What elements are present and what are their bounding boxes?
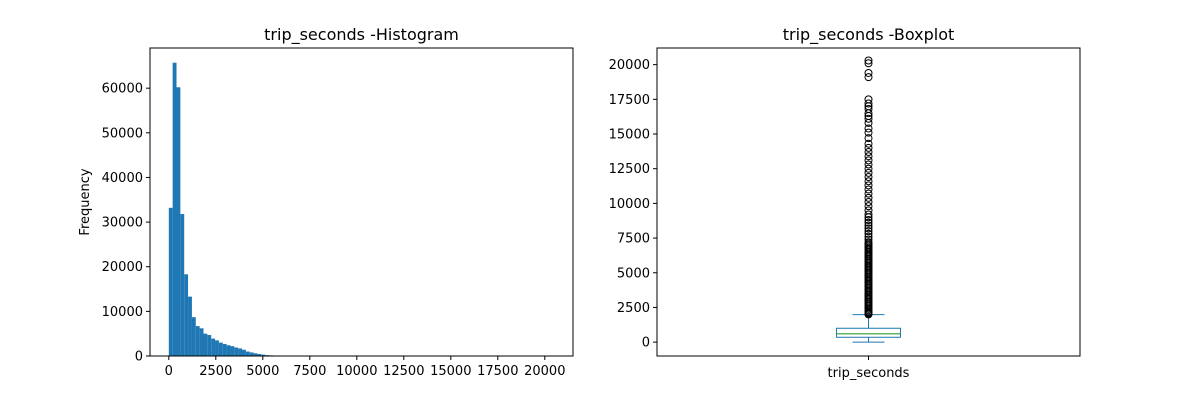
outlier-point [865, 96, 872, 103]
histogram-frame [150, 48, 573, 356]
histogram-bar [192, 317, 196, 356]
outlier-point [865, 194, 872, 201]
histogram-bar [238, 348, 242, 356]
outlier-point [865, 174, 872, 181]
x-tick-label: 0 [165, 364, 173, 379]
outlier-point [865, 186, 872, 193]
outlier-point [865, 169, 872, 176]
x-tick-label: 20000 [524, 364, 565, 379]
histogram-bar [234, 348, 238, 356]
x-tick-label: trip_seconds [828, 366, 910, 381]
histogram-bar [207, 335, 211, 356]
outlier-point [865, 157, 872, 164]
histogram-bar [227, 345, 231, 356]
histogram-bar [203, 334, 207, 356]
y-tick-label: 40000 [102, 171, 143, 186]
outlier-point [865, 165, 872, 172]
y-tick-label: 0 [135, 350, 143, 365]
histogram-bar [184, 274, 188, 356]
y-tick-label: 10000 [609, 197, 650, 212]
y-tick-label: 15000 [609, 128, 650, 143]
outlier-point [865, 203, 872, 210]
histogram-bar [219, 343, 223, 356]
x-tick-label: 7500 [293, 364, 326, 379]
y-tick-label: 12500 [609, 162, 650, 177]
y-axis-label: Frequency [78, 168, 93, 235]
histogram-bar [188, 297, 192, 356]
histogram-bar [246, 352, 250, 356]
histogram-panel: 0 2500 5000 7500 10000 12500 15000 17500 20000 0 1… [78, 25, 573, 379]
y-tick-label: 10000 [102, 305, 143, 320]
histogram-bar [230, 346, 234, 356]
outlier-point [865, 190, 872, 197]
x-tick-label: 12500 [383, 364, 424, 379]
outlier-point [865, 178, 872, 185]
histogram-title: trip_seconds -Histogram [264, 25, 459, 45]
histogram-bar [196, 326, 200, 356]
histogram-bar [223, 344, 227, 356]
outlier-point [865, 182, 872, 189]
outlier-point [865, 144, 872, 151]
y-tick-label: 0 [642, 336, 650, 351]
x-tick-label: 2500 [199, 364, 232, 379]
histogram-bar [242, 350, 246, 356]
y-tick-label: 30000 [102, 216, 143, 231]
y-tick-label: 20000 [102, 260, 143, 275]
y-tick-label: 7500 [617, 232, 650, 247]
histogram-bar [169, 208, 173, 356]
y-tick-label: 20000 [609, 58, 650, 73]
x-tick-label: 17500 [477, 364, 518, 379]
outlier-point [865, 153, 872, 160]
histogram-bar [180, 214, 184, 356]
histogram-bar [173, 63, 177, 356]
box-iqr [837, 328, 901, 337]
histogram-bar [200, 328, 204, 356]
y-tick-label: 50000 [102, 126, 143, 141]
x-tick-label: 15000 [430, 364, 471, 379]
outlier-point [865, 161, 872, 168]
y-tick-label: 60000 [102, 82, 143, 97]
outlier-point [865, 69, 872, 76]
histogram-bar [215, 340, 219, 356]
y-tick-label: 2500 [617, 301, 650, 316]
boxplot-title: trip_seconds -Boxplot [783, 25, 955, 45]
outlier-point [865, 149, 872, 156]
outlier-point [865, 74, 872, 81]
y-tick-label: 5000 [617, 266, 650, 281]
boxplot-panel: 0 2500 5000 7500 10000 12500 15000 17500 20000 tr… [609, 25, 1080, 381]
outlier-point [865, 207, 872, 214]
x-tick-label: 10000 [336, 364, 377, 379]
histogram-bar [177, 87, 181, 356]
histogram-bar [211, 339, 215, 356]
x-tick-label: 5000 [246, 364, 279, 379]
y-tick-label: 17500 [609, 93, 650, 108]
histogram-bar [250, 352, 254, 356]
outlier-point [865, 199, 872, 206]
